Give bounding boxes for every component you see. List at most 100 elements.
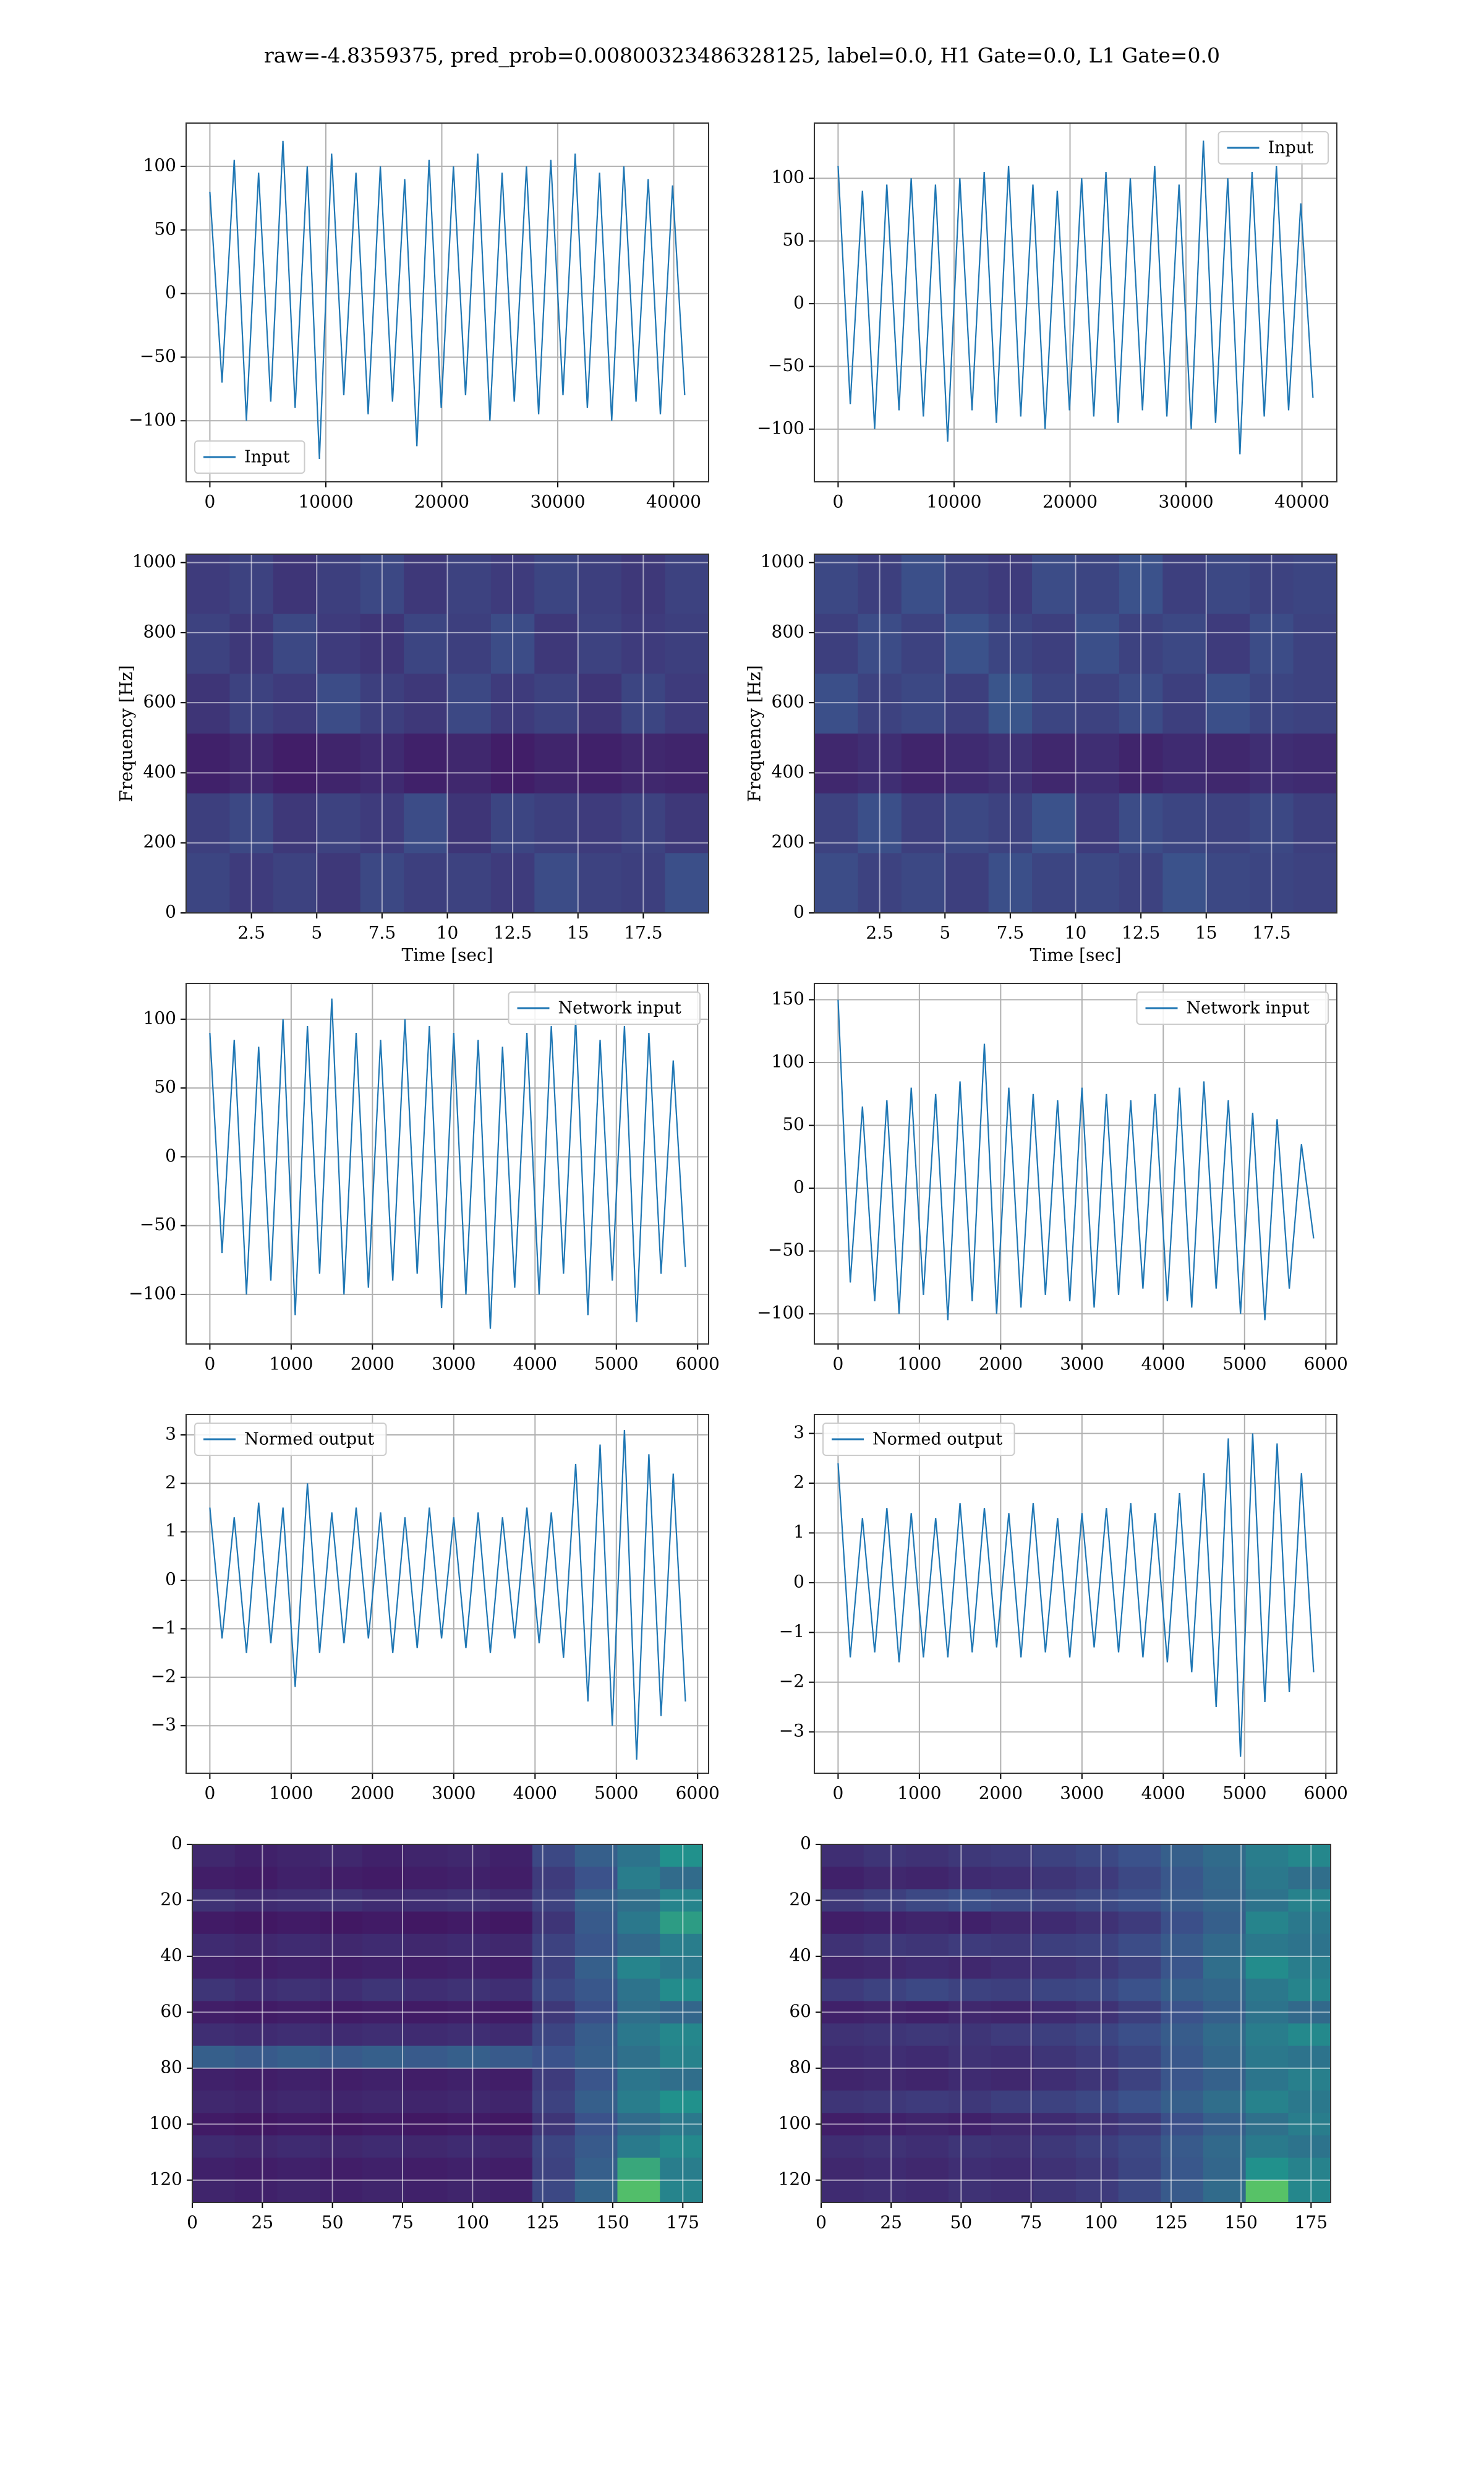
heat-cell bbox=[821, 2091, 864, 2114]
heat-cell bbox=[949, 2045, 992, 2069]
y-tick-label: −100 bbox=[129, 1283, 176, 1303]
heat-cell bbox=[617, 2068, 661, 2091]
heat-cell bbox=[1288, 1956, 1331, 1979]
heat-cell bbox=[277, 1844, 321, 1867]
heat-cell bbox=[617, 1933, 661, 1957]
y-tick-label: 0 bbox=[793, 1177, 804, 1197]
y-tick-label: 20 bbox=[789, 1889, 811, 1909]
heat-cell bbox=[490, 1844, 533, 1867]
subplot: 0 1000 2000 3000 4000 5000 6000 −100 −50 0 50 100 15… bbox=[757, 983, 1348, 1374]
heat-cell bbox=[665, 614, 709, 675]
y-tick-label: 100 bbox=[772, 1051, 804, 1071]
heat-cell bbox=[665, 793, 709, 854]
heat-cell bbox=[1033, 2180, 1077, 2203]
heat-cell bbox=[404, 2180, 448, 2203]
heat-cell bbox=[317, 734, 361, 794]
heat-cell bbox=[863, 1867, 907, 1890]
y-tick-label: 40 bbox=[160, 1945, 182, 1965]
heat-cell bbox=[1161, 2045, 1204, 2069]
subplot: 0 10000 20000 30000 40000 −100 −50 0 50 100 Input bbox=[129, 122, 709, 512]
y-tick-label: 800 bbox=[143, 621, 176, 641]
heat-cell bbox=[234, 2023, 278, 2047]
heat-cell bbox=[821, 2157, 864, 2181]
heat-cell bbox=[1161, 1979, 1204, 2002]
heat-cell bbox=[901, 614, 946, 675]
heat-cell bbox=[273, 734, 318, 794]
x-tick-label: 6000 bbox=[1304, 1783, 1348, 1804]
heat-cell bbox=[1033, 1979, 1077, 2002]
y-tick-label: 100 bbox=[150, 2113, 182, 2133]
x-tick-label: 40000 bbox=[1274, 492, 1329, 512]
x-tick-label: 2000 bbox=[351, 1783, 394, 1804]
heat-cell bbox=[1118, 1844, 1162, 1867]
heat-cell bbox=[1161, 2091, 1204, 2114]
plot-frame bbox=[814, 122, 1337, 482]
heat-cell bbox=[320, 1867, 363, 1890]
heat-cell bbox=[1203, 2023, 1247, 2047]
heat-cell bbox=[234, 2135, 278, 2159]
heat-cell bbox=[1033, 1956, 1077, 1979]
y-tick-label: −100 bbox=[757, 1303, 804, 1323]
heat-cell bbox=[1288, 1933, 1331, 1957]
heat-cell bbox=[863, 2157, 907, 2181]
heat-cell bbox=[490, 2068, 533, 2091]
heat-cell bbox=[617, 1844, 661, 1867]
heat-cell bbox=[863, 2068, 907, 2091]
heat-cell bbox=[362, 2068, 406, 2091]
subplot: 0 10000 20000 30000 40000 −100 −50 0 50 100 Input bbox=[757, 122, 1337, 512]
heat-cell bbox=[821, 2135, 864, 2159]
heat-cell bbox=[1161, 1844, 1204, 1867]
heat-cell bbox=[1161, 2023, 1204, 2047]
heat-cell bbox=[665, 734, 709, 794]
heat-cell bbox=[320, 2068, 363, 2091]
y-tick-label: 0 bbox=[165, 1569, 176, 1590]
y-tick-label: 100 bbox=[143, 1008, 176, 1028]
heat-cell bbox=[320, 1956, 363, 1979]
heat-cell bbox=[949, 2180, 992, 2203]
heat-cell bbox=[945, 793, 989, 854]
heat-cell bbox=[991, 1844, 1034, 1867]
heat-cell bbox=[534, 853, 579, 914]
heat-cell bbox=[1245, 2091, 1289, 2114]
heat-cell bbox=[617, 1911, 661, 1935]
heat-cell bbox=[1033, 2135, 1077, 2159]
heat-cell bbox=[1245, 1867, 1289, 1890]
heat-cell bbox=[949, 1979, 992, 2002]
y-tick-label: 3 bbox=[165, 1423, 176, 1444]
heat-cell bbox=[1076, 1867, 1119, 1890]
heat-cell bbox=[532, 2045, 576, 2069]
heat-cell bbox=[490, 2180, 533, 2203]
plot-frame bbox=[186, 1414, 709, 1774]
y-tick-label: −1 bbox=[151, 1617, 176, 1638]
y-tick-label: 200 bbox=[772, 831, 804, 852]
heat-cell bbox=[578, 734, 622, 794]
y-tick-label: 0 bbox=[800, 1833, 811, 1854]
heat-cell bbox=[665, 853, 709, 914]
heat-cell bbox=[578, 614, 622, 675]
y-tick-label: 1000 bbox=[761, 551, 804, 571]
heat-cell bbox=[574, 2157, 618, 2181]
x-axis-label: Time [sec] bbox=[401, 945, 493, 965]
legend-box bbox=[1217, 131, 1329, 165]
heat-cell bbox=[1162, 734, 1207, 794]
heat-cell bbox=[534, 614, 579, 675]
heat-cell bbox=[991, 2157, 1034, 2181]
heat-cell bbox=[362, 1979, 406, 2002]
heat-cell bbox=[1033, 1844, 1077, 1867]
x-tick-label: 17.5 bbox=[1252, 923, 1290, 943]
y-tick-label: 600 bbox=[143, 691, 176, 712]
heat-cell bbox=[1203, 1956, 1247, 1979]
heat-cell bbox=[404, 2157, 448, 2181]
y-tick-label: 400 bbox=[143, 761, 176, 782]
legend-label: Input bbox=[244, 448, 290, 467]
heat-cell bbox=[490, 1979, 533, 2002]
y-tick-label: 400 bbox=[772, 761, 804, 782]
heat-cell bbox=[1162, 853, 1207, 914]
heat-cell bbox=[320, 2157, 363, 2181]
heat-cell bbox=[821, 2068, 864, 2091]
y-tick-label: 0 bbox=[165, 282, 176, 302]
x-tick-label: 25 bbox=[252, 2212, 274, 2233]
heat-cell bbox=[447, 2091, 491, 2114]
heat-cell bbox=[1161, 1867, 1204, 1890]
